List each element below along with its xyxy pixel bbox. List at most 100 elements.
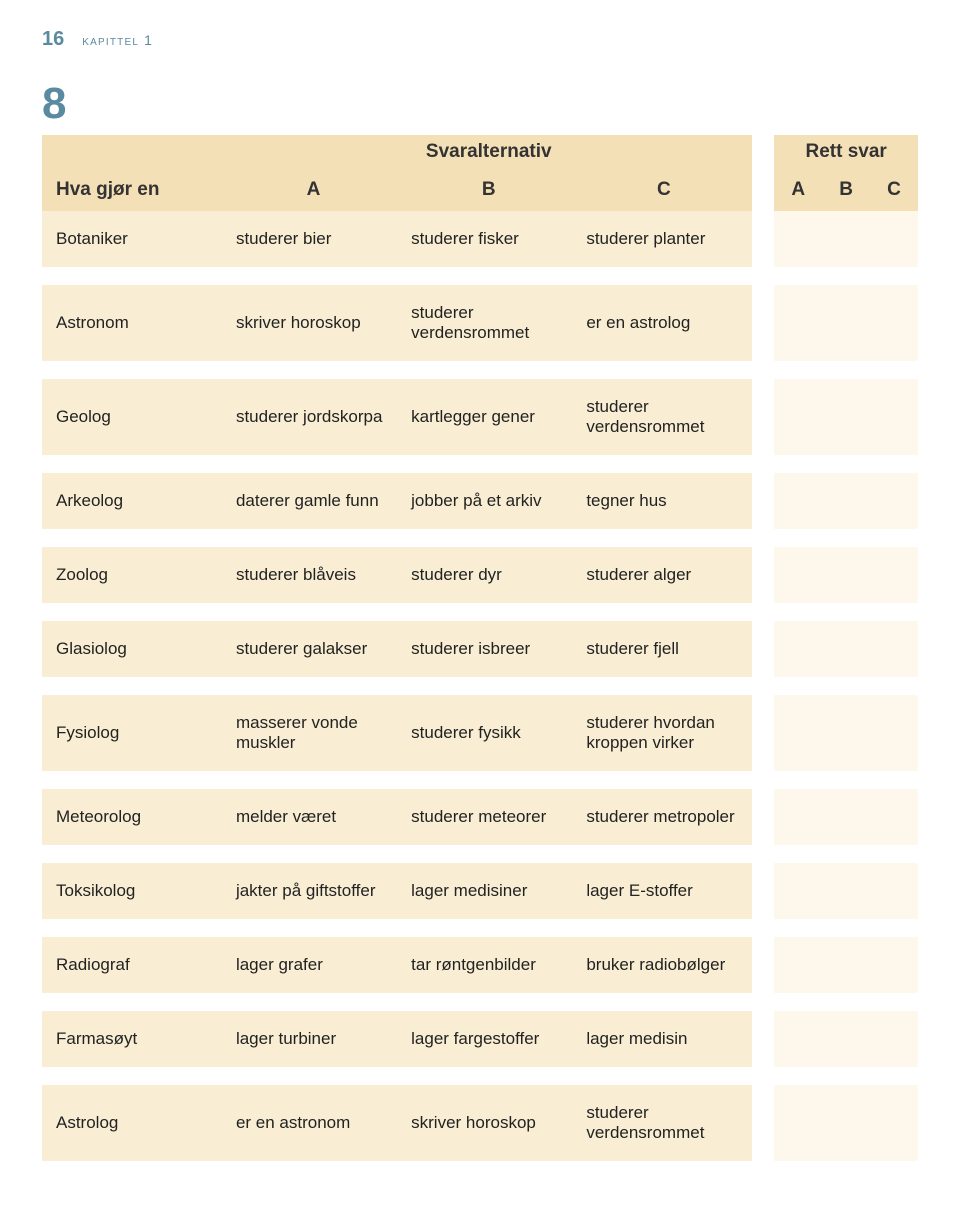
answer-cell-c[interactable] (870, 379, 918, 455)
row-alt-b: kartlegger gener (401, 379, 576, 455)
row-subject: Astrolog (42, 1085, 226, 1161)
answer-cell-a[interactable] (774, 473, 822, 529)
answer-cell-a[interactable] (774, 211, 822, 267)
row-alt-c: er en astrolog (576, 285, 751, 361)
gap-cell (752, 285, 775, 361)
row-alt-c: studerer verdensrommet (576, 1085, 751, 1161)
answer-cell-a[interactable] (774, 621, 822, 677)
spacer-row (42, 1067, 918, 1085)
answer-cell-b[interactable] (822, 1085, 870, 1161)
row-subject: Meteorolog (42, 789, 226, 845)
header-top-row: Hva gjør en Svaralternativ Rett svar (42, 135, 918, 173)
row-alt-a: melder været (226, 789, 401, 845)
answer-cell-b[interactable] (822, 863, 870, 919)
answer-cell-c[interactable] (870, 211, 918, 267)
row-subject: Toksikolog (42, 863, 226, 919)
row-alt-c: lager E-stoffer (576, 863, 751, 919)
row-alt-b: studerer meteorer (401, 789, 576, 845)
answer-cell-a[interactable] (774, 1085, 822, 1161)
row-alt-b: studerer dyr (401, 547, 576, 603)
answer-cell-c[interactable] (870, 285, 918, 361)
row-alt-a: lager grafer (226, 937, 401, 993)
answer-cell-c[interactable] (870, 621, 918, 677)
header-a: A (307, 179, 321, 200)
answer-cell-b[interactable] (822, 789, 870, 845)
row-alt-a: skriver horoskop (226, 285, 401, 361)
header-b: B (482, 179, 496, 200)
row-alt-a: jakter på giftstoffer (226, 863, 401, 919)
gap-cell (752, 379, 775, 455)
row-alt-b: lager fargestoffer (401, 1011, 576, 1067)
quiz-table: Hva gjør en Svaralternativ Rett svar A B… (42, 135, 918, 1179)
answer-cell-b[interactable] (822, 211, 870, 267)
table-row: Arkeologdaterer gamle funnjobber på et a… (42, 473, 918, 529)
row-alt-c: studerer fjell (576, 621, 751, 677)
table-row: Toksikologjakter på giftstofferlager med… (42, 863, 918, 919)
table-row: Geologstuderer jordskorpakartlegger gene… (42, 379, 918, 455)
header-ans-c: C (887, 179, 901, 200)
answer-cell-b[interactable] (822, 937, 870, 993)
table-row: Astrologer en astronomskriver horoskopst… (42, 1085, 918, 1161)
row-subject: Arkeolog (42, 473, 226, 529)
spacer-row (42, 603, 918, 621)
answer-cell-c[interactable] (870, 547, 918, 603)
row-alt-a: studerer blåveis (226, 547, 401, 603)
gap-cell (752, 547, 775, 603)
row-alt-a: daterer gamle funn (226, 473, 401, 529)
row-subject: Fysiolog (42, 695, 226, 771)
answer-cell-a[interactable] (774, 285, 822, 361)
row-alt-b: studerer verdensrommet (401, 285, 576, 361)
spacer-row (42, 1161, 918, 1179)
answer-cell-b[interactable] (822, 1011, 870, 1067)
answer-cell-b[interactable] (822, 547, 870, 603)
gap-cell (752, 473, 775, 529)
answer-cell-c[interactable] (870, 789, 918, 845)
row-subject: Farmasøyt (42, 1011, 226, 1067)
row-subject: Botaniker (42, 211, 226, 267)
spacer-row (42, 919, 918, 937)
header-c: C (657, 179, 671, 200)
gap-cell (752, 211, 775, 267)
row-alt-a: studerer galakser (226, 621, 401, 677)
answer-cell-c[interactable] (870, 863, 918, 919)
row-alt-c: lager medisin (576, 1011, 751, 1067)
answer-cell-b[interactable] (822, 379, 870, 455)
answer-cell-b[interactable] (822, 473, 870, 529)
row-subject: Glasiolog (42, 621, 226, 677)
header-hva: Hva gjør en (56, 179, 159, 200)
answer-cell-a[interactable] (774, 863, 822, 919)
gap-cell (752, 863, 775, 919)
answer-cell-c[interactable] (870, 695, 918, 771)
header-ans-b: B (839, 179, 853, 200)
answer-cell-b[interactable] (822, 621, 870, 677)
row-alt-b: studerer isbreer (401, 621, 576, 677)
page-number: 16 (42, 28, 64, 51)
table-row: Zoologstuderer blåveisstuderer dyrstuder… (42, 547, 918, 603)
spacer-row (42, 267, 918, 285)
answer-cell-c[interactable] (870, 937, 918, 993)
table-row: Astronomskriver horoskopstuderer verdens… (42, 285, 918, 361)
spacer-row (42, 771, 918, 789)
table-row: Botanikerstuderer bierstuderer fiskerstu… (42, 211, 918, 267)
table-row: Radiograflager grafertar røntgenbilderbr… (42, 937, 918, 993)
gap-cell (752, 789, 775, 845)
answer-cell-a[interactable] (774, 695, 822, 771)
row-subject: Radiograf (42, 937, 226, 993)
answer-cell-c[interactable] (870, 473, 918, 529)
answer-cell-a[interactable] (774, 547, 822, 603)
answer-cell-b[interactable] (822, 285, 870, 361)
gap-cell (752, 1085, 775, 1161)
row-alt-b: skriver horoskop (401, 1085, 576, 1161)
row-subject: Astronom (42, 285, 226, 361)
gap-cell (752, 937, 775, 993)
answer-cell-a[interactable] (774, 379, 822, 455)
answer-cell-a[interactable] (774, 789, 822, 845)
row-subject: Zoolog (42, 547, 226, 603)
answer-cell-a[interactable] (774, 937, 822, 993)
answer-cell-a[interactable] (774, 1011, 822, 1067)
answer-cell-c[interactable] (870, 1011, 918, 1067)
row-alt-c: studerer planter (576, 211, 751, 267)
answer-cell-b[interactable] (822, 695, 870, 771)
answer-cell-c[interactable] (870, 1085, 918, 1161)
row-alt-a: lager turbiner (226, 1011, 401, 1067)
